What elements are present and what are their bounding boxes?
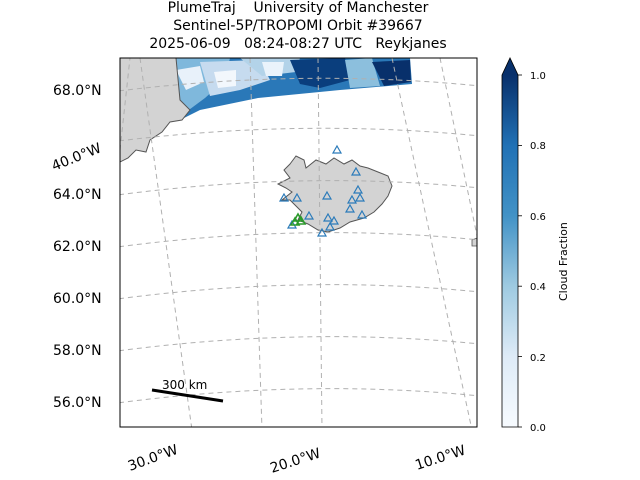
station-marker <box>303 210 315 220</box>
lat-label-60: 60.0°N <box>53 291 102 307</box>
colorbar-tick-2: 0.4 <box>530 282 546 293</box>
colorbar-label: Cloud Fraction <box>557 222 570 301</box>
colorbar-tick-0: 0.0 <box>530 423 546 434</box>
volcano-marker <box>295 215 307 225</box>
colorbar-tick-1: 0.2 <box>530 353 546 364</box>
station-marker <box>331 144 343 154</box>
title-line-3: 2025-06-09 08:24-08:27 UTC Reykjanes <box>149 36 447 52</box>
volcano-markers <box>289 212 307 226</box>
volcano-marker <box>289 216 301 226</box>
colorbar-tick-5: 1.0 <box>530 71 546 82</box>
title-line-2: Sentinel-5P/TROPOMI Orbit #39667 <box>173 18 423 34</box>
station-marker <box>321 190 333 200</box>
station-marker <box>324 221 336 231</box>
station-marker <box>352 184 364 194</box>
graticule <box>120 58 477 427</box>
station-marker <box>356 209 368 219</box>
station-markers <box>278 144 368 237</box>
lat-label-62: 62.0°N <box>53 239 102 255</box>
station-marker <box>291 192 303 202</box>
map-frame <box>119 57 478 428</box>
station-marker <box>316 227 328 237</box>
scale-bar-label: 300 km <box>162 378 207 392</box>
colorbar-tick-4: 0.8 <box>530 141 546 152</box>
colorbar-tick-3: 0.6 <box>530 212 546 223</box>
lat-label-68: 68.0°N <box>53 83 102 99</box>
lat-label-56: 56.0°N <box>53 395 102 411</box>
station-marker <box>322 212 334 222</box>
station-marker <box>354 192 366 202</box>
lon-label-10w: 10.0°W <box>413 442 468 473</box>
scale-bar <box>151 388 224 403</box>
colorbar: 0.0 0.2 0.4 0.6 0.8 1.0 Cloud Fraction <box>501 57 570 434</box>
lat-label-64: 64.0°N <box>53 187 102 203</box>
faroe-edge <box>471 237 477 247</box>
map-area <box>120 58 477 427</box>
station-marker <box>344 203 356 213</box>
greenland-landmass <box>120 58 191 163</box>
lon-label-30w: 30.0°W <box>126 442 180 475</box>
lat-label-58: 58.0°N <box>53 343 102 359</box>
title-line-1: PlumeTraj University of Manchester <box>167 0 429 16</box>
station-marker <box>350 166 362 176</box>
tropomi-swath <box>162 58 412 120</box>
lon-label-20w: 20.0°W <box>268 445 323 476</box>
lon-label-40w: 40.0°W <box>50 140 104 174</box>
station-marker <box>346 194 358 204</box>
station-marker <box>278 192 290 202</box>
station-marker <box>328 215 340 225</box>
